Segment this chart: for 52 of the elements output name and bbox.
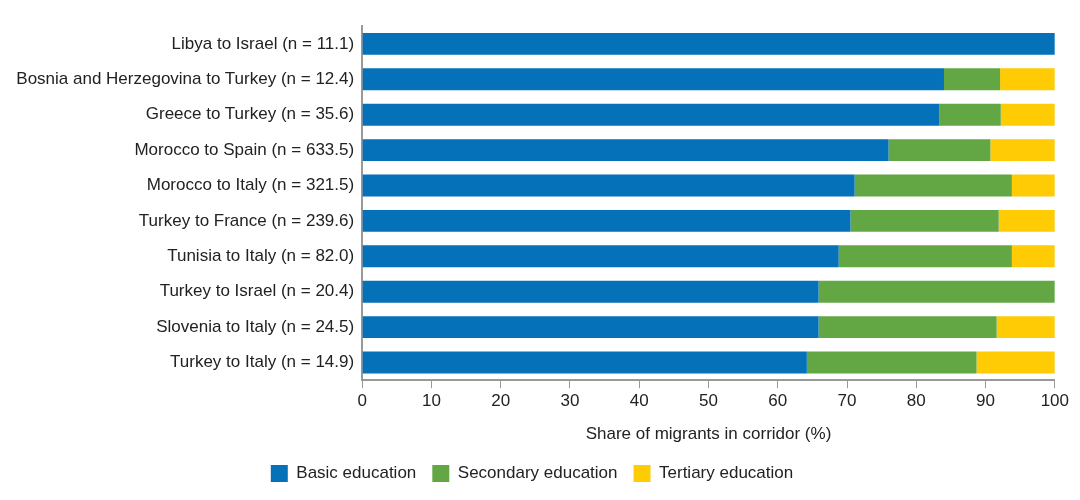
y-tick-label: Morocco to Spain (n = 633.5) <box>134 139 355 159</box>
x-tick-label: 100 <box>1040 391 1070 411</box>
bar <box>362 245 839 268</box>
x-tick-label: 0 <box>357 391 367 411</box>
y-tick-label: Slovenia to Italy (n = 24.5) <box>156 316 355 336</box>
y-tick-label: Greece to Turkey (n = 35.6) <box>145 104 355 124</box>
bar <box>1000 103 1055 126</box>
bar <box>943 68 1001 91</box>
bar <box>362 351 807 374</box>
bar <box>850 209 999 232</box>
bar <box>362 316 819 339</box>
x-tick-label: 70 <box>837 391 857 411</box>
y-tick-label: Bosnia and Herzegovina to Turkey (n = 12.4) <box>16 68 355 88</box>
x-tick-label: 90 <box>976 391 996 411</box>
bar <box>806 351 977 374</box>
bar <box>362 68 944 91</box>
y-tick-label: Turkey to Italy (n = 14.9) <box>170 352 355 372</box>
legend-label: Secondary education <box>457 463 618 483</box>
legend-label: Basic education <box>296 463 417 483</box>
y-tick-label: Morocco to Italy (n = 321.5) <box>146 175 355 195</box>
y-tick-label: Turkey to France (n = 239.6) <box>138 210 355 230</box>
bar <box>362 209 851 232</box>
x-tick-label: 50 <box>699 391 718 411</box>
y-tick-label: Libya to Israel (n = 11.1) <box>171 33 355 53</box>
bar <box>362 280 819 303</box>
x-tick-label: 60 <box>768 391 788 411</box>
x-tick-label: 20 <box>491 391 511 411</box>
y-tick-label: Turkey to Israel (n = 20.4) <box>159 281 355 301</box>
bar <box>818 280 1055 303</box>
bar <box>998 209 1055 232</box>
y-tick-label: Tunisia to Italy (n = 82.0) <box>167 245 355 265</box>
bar <box>362 139 889 162</box>
bar <box>838 245 1012 268</box>
x-axis-title: Share of migrants in corridor (%) <box>585 424 832 444</box>
x-tick-label: 80 <box>906 391 926 411</box>
bar <box>939 103 1001 126</box>
bar <box>362 174 855 197</box>
x-tick-label: 10 <box>421 391 441 411</box>
x-tick-label: 40 <box>629 391 649 411</box>
bar <box>362 103 940 126</box>
bar <box>1011 174 1055 197</box>
bar <box>1011 245 1055 268</box>
bar <box>996 316 1055 339</box>
bar <box>990 139 1055 162</box>
x-tick-label: 30 <box>560 391 580 411</box>
bar <box>976 351 1055 374</box>
bar <box>818 316 997 339</box>
bar <box>854 174 1012 197</box>
bar <box>362 32 1055 55</box>
bar <box>1000 68 1055 91</box>
bar <box>888 139 991 162</box>
legend-label: Tertiary education <box>659 463 794 483</box>
